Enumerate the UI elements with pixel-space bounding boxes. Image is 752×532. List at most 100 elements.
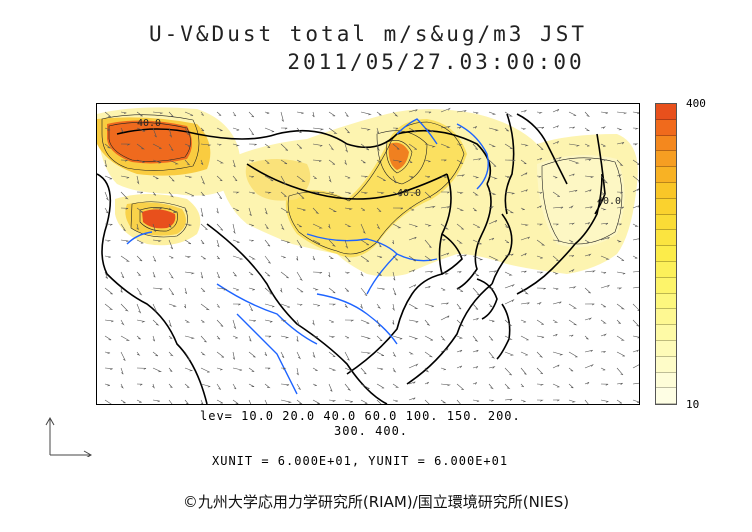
wind-arrow (264, 271, 271, 277)
wind-arrow (136, 111, 143, 117)
wind-arrow (296, 111, 304, 115)
wind-arrow (440, 367, 446, 371)
wind-arrow (440, 223, 449, 230)
wind-arrow (424, 239, 432, 248)
wind-arrow (408, 207, 415, 211)
scale-min-label: 10 (686, 398, 700, 411)
wind-arrow (104, 287, 113, 295)
wind-arrow (425, 111, 432, 114)
wind-arrow (520, 270, 527, 273)
wind-arrow (616, 255, 625, 261)
wind-arrow (536, 111, 543, 114)
wind-arrow (632, 127, 639, 130)
wind-arrow (328, 351, 336, 357)
wind-arrow (584, 175, 595, 179)
wind-arrow (216, 367, 223, 371)
wind-arrow (152, 255, 157, 262)
wind-arrow (584, 349, 593, 353)
wind-arrow (520, 223, 529, 227)
wind-arrow (344, 191, 351, 195)
wind-arrow (104, 367, 113, 370)
wind-arrow (312, 191, 320, 194)
wind-arrow (312, 367, 318, 371)
wind-arrow (104, 319, 114, 323)
wind-arrow (136, 159, 145, 163)
wind-arrow (520, 143, 529, 147)
wind-arrow (616, 351, 626, 357)
wind-arrow (376, 335, 383, 342)
dust-hotspot-inner-mongolia (388, 142, 409, 170)
wind-arrow (248, 159, 255, 162)
wind-arrow (200, 223, 208, 230)
wind-arrow (616, 142, 625, 145)
wind-arrow (312, 143, 323, 147)
wind-arrow (472, 111, 479, 114)
wind-arrow (360, 351, 371, 355)
wind-arrow (360, 111, 372, 116)
wind-arrow (232, 207, 239, 212)
wind-arrow (248, 271, 254, 276)
wind-arrow (376, 143, 380, 152)
wind-arrow (216, 399, 224, 404)
dust-hotspot-tarim (142, 209, 176, 229)
scale-swatch (656, 388, 676, 405)
wind-arrow (328, 303, 337, 306)
wind-arrow (552, 239, 562, 243)
wind-arrow (408, 351, 414, 355)
wind-arrow (296, 223, 302, 228)
wind-arrow (248, 287, 255, 291)
wind-arrow (152, 383, 155, 389)
scale-swatch (656, 356, 676, 373)
wind-arrow (392, 271, 396, 281)
wind-arrow (360, 159, 366, 164)
wind-arrow (360, 191, 369, 195)
contour-levels-line1: lev= 10.0 20.0 40.0 60.0 100. 150. 200. (200, 409, 521, 423)
wind-arrow (616, 111, 628, 115)
wind-arrow (488, 287, 494, 290)
wind-arrow (392, 319, 395, 325)
wind-arrow (312, 175, 317, 179)
wind-arrow (296, 191, 305, 199)
wind-arrow (200, 351, 206, 356)
wind-arrow (616, 206, 624, 209)
wind-arrow (584, 222, 591, 225)
wind-arrow (168, 175, 175, 182)
wind-arrow (168, 127, 173, 138)
wind-arrow (248, 191, 255, 195)
wind-arrow (584, 303, 595, 306)
wind-arrow (184, 399, 189, 404)
wind-arrow (472, 143, 479, 150)
wind-arrow (120, 319, 125, 326)
wind-arrow (504, 239, 510, 244)
wind-arrow (472, 207, 477, 212)
wind-arrow (632, 188, 639, 193)
scale-swatch (656, 119, 676, 136)
wind-arrow (568, 126, 575, 129)
wind-arrow (536, 271, 544, 274)
wind-arrow (216, 271, 220, 279)
wind-arrow (200, 127, 205, 132)
wind-arrow (104, 271, 108, 279)
wind-arrow (440, 107, 451, 113)
wind-arrow (360, 175, 369, 178)
copyright-text: ©九州大学応用力学研究所(RIAM)/国立環境研究所(NIES) (182, 493, 570, 511)
wind-arrow (616, 239, 622, 243)
wind-arrow (408, 269, 416, 273)
wind-arrow (632, 205, 639, 209)
wind-arrow (200, 335, 207, 343)
wind-arrow (488, 220, 498, 225)
wind-arrow (216, 303, 220, 308)
wind-arrow (312, 383, 317, 387)
wind-arrow (568, 268, 575, 273)
wind-arrow (552, 125, 559, 129)
wind-arrow (568, 189, 578, 193)
wind-arrow (408, 319, 419, 323)
wind-arrow (600, 159, 607, 162)
wind-arrow (296, 383, 301, 390)
wind-arrow (488, 351, 495, 359)
wind-arrow (408, 335, 419, 340)
wind-arrow (632, 223, 639, 227)
wind-arrow (184, 111, 194, 116)
wind-arrow (600, 351, 606, 354)
wind-arrow (136, 383, 143, 386)
